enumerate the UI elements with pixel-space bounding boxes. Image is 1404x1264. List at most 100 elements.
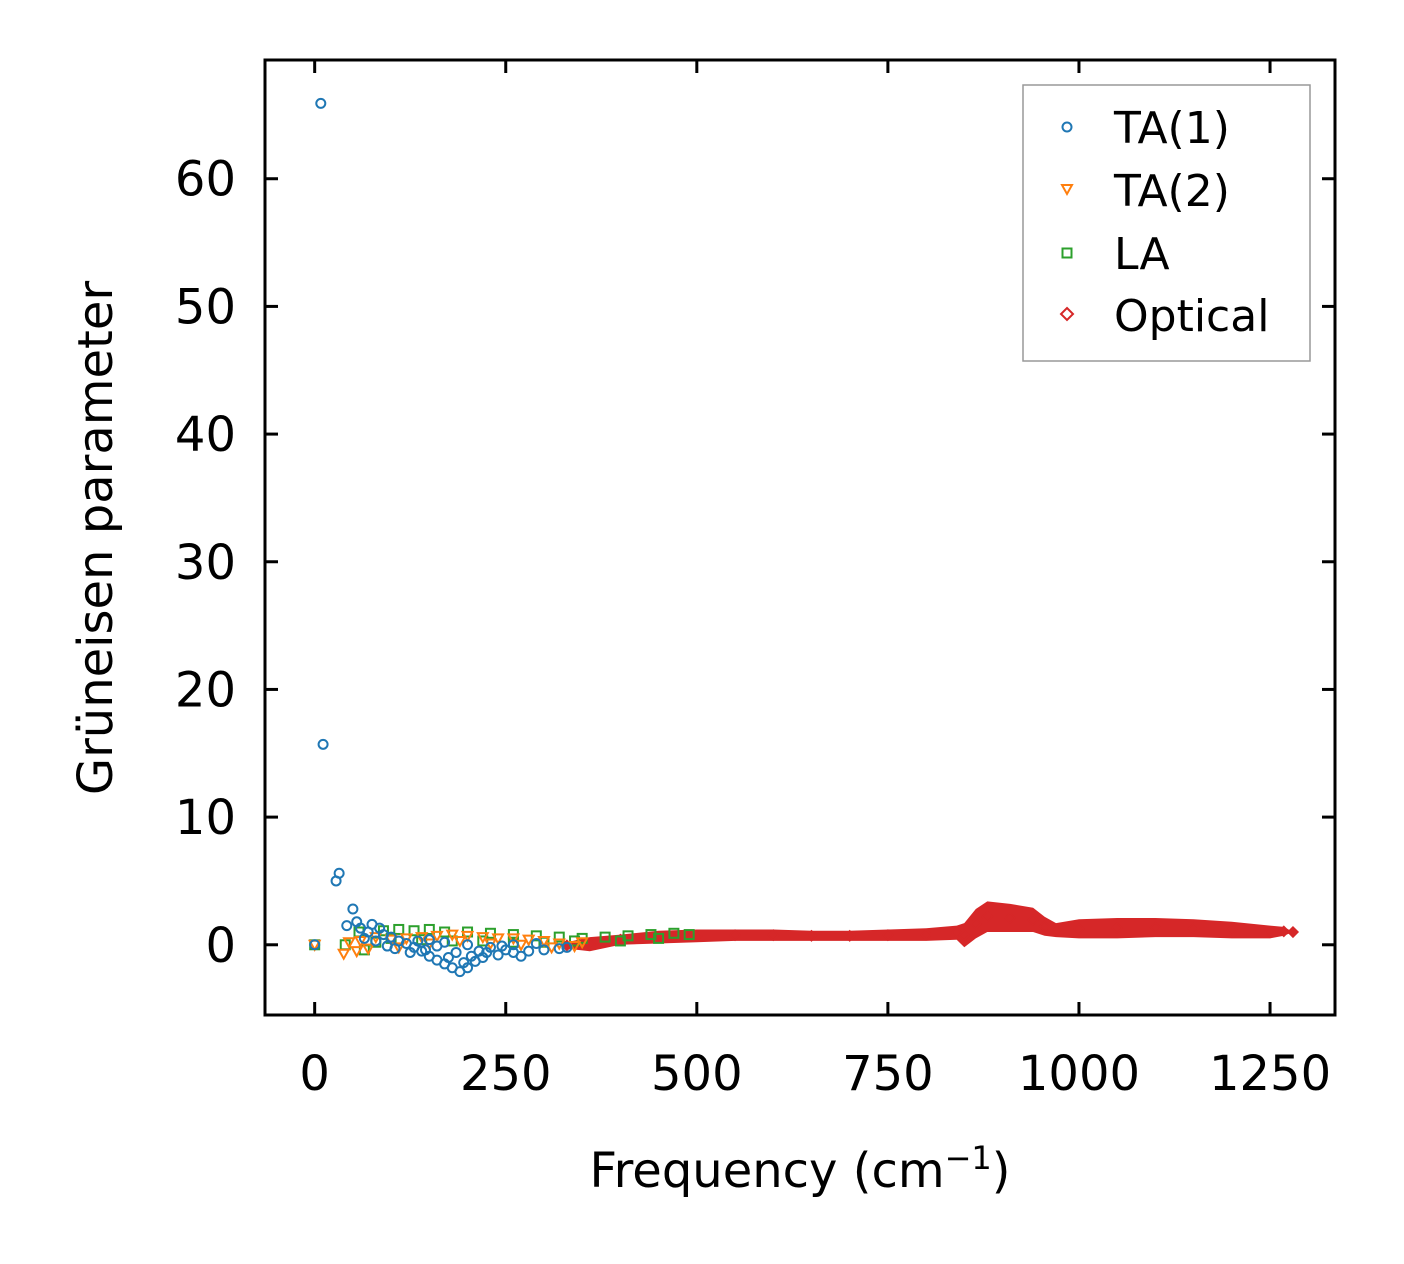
optical-point-11	[950, 926, 963, 939]
optical-point-5	[728, 929, 742, 942]
ta1-point-53	[481, 946, 493, 958]
ta1-point-31	[561, 941, 573, 953]
legend-marker-ta2	[1060, 184, 1074, 197]
ticks-layer: 0 250 500 750 1000 1250 0 10 20 30 40 50 60	[175, 60, 1335, 1102]
optical-point-14	[981, 910, 994, 923]
ta1-point-48	[412, 935, 424, 947]
legend-marker-la	[1061, 247, 1073, 259]
ta1-point-51	[458, 957, 470, 969]
la-point-8	[423, 923, 435, 935]
ta2-point-10	[430, 930, 444, 943]
ta1-point-5	[341, 920, 353, 932]
legend: TA(1) TA(2) LA Optical	[1022, 84, 1311, 362]
x-tick-label-0: 0	[299, 1046, 330, 1102]
ta2-point-15	[506, 933, 521, 946]
x-tick-label-500: 500	[651, 1046, 743, 1102]
y-tick-label-20: 20	[175, 662, 236, 718]
legend-marker-ta1	[1061, 121, 1073, 133]
ta2-point-9	[414, 932, 429, 945]
legend-label-ta1: TA(1)	[1113, 103, 1230, 154]
ta1-point-29	[538, 944, 550, 956]
ta1-point-36	[507, 939, 519, 951]
ta2-point-5	[361, 943, 375, 956]
la-point-19	[668, 927, 680, 939]
ta2-point-17	[537, 935, 551, 949]
y-axis-label: Grüneisen parameter	[68, 281, 124, 796]
ta1-point-39	[404, 946, 416, 958]
legend-marker-optical	[1059, 306, 1075, 322]
ta1-point-0	[309, 939, 321, 951]
ta1-point-28	[523, 945, 535, 957]
ta1-point-50	[442, 952, 454, 964]
optical-point-26	[1286, 925, 1300, 939]
y-tick-label-0: 0	[205, 918, 236, 974]
optical-point-12	[958, 929, 971, 942]
ta1-point-47	[389, 943, 401, 955]
y-tick-label-30: 30	[175, 535, 236, 591]
ta2-point-13	[476, 932, 490, 945]
y-tick-label-40: 40	[175, 407, 236, 463]
data-layer	[307, 97, 1300, 978]
ta1-point-32	[423, 934, 435, 946]
ta1-point-52	[465, 950, 477, 962]
legend-label-ta2: TA(2)	[1113, 166, 1230, 217]
optical-point-23	[1225, 924, 1238, 937]
series-optical-band	[566, 901, 1293, 952]
optical-point-13	[969, 917, 982, 930]
optical-point-8	[843, 929, 856, 942]
optical-point-22	[1187, 922, 1200, 935]
x-tick-label-1250: 1250	[1209, 1046, 1331, 1102]
optical-point-19	[1072, 922, 1086, 935]
ta2-point-3	[350, 946, 364, 959]
x-tick-label-1000: 1000	[1018, 1046, 1140, 1102]
ta1-point-1	[315, 97, 327, 109]
ta1-point-6	[347, 903, 359, 915]
plot-frame	[263, 58, 1337, 1017]
optical-point-16	[1027, 913, 1040, 926]
optical-point-17	[1038, 920, 1051, 933]
ta1-point-34	[462, 939, 474, 951]
optical-point-10	[920, 928, 933, 941]
ta1-point-26	[492, 949, 504, 961]
optical-point-24	[1263, 925, 1277, 939]
optical-point-7	[805, 929, 818, 942]
optical-point-20	[1111, 922, 1124, 935]
ta1-point-54	[496, 940, 508, 952]
la-point-16	[599, 931, 611, 943]
ta2-point-2	[342, 937, 356, 950]
legend-label-optical: Optical	[1114, 291, 1269, 342]
x-axis-label: Frequency (cm−1)	[589, 1139, 1010, 1199]
ta1-point-42	[473, 945, 485, 957]
y-tick-label-50: 50	[175, 279, 236, 335]
y-tick-label-10: 10	[175, 790, 236, 846]
ta1-point-37	[530, 938, 542, 950]
ta1-point-49	[420, 944, 431, 956]
la-point-29	[653, 932, 665, 944]
legend-label-la: LA	[1114, 229, 1170, 280]
ta2-point-11	[445, 929, 459, 942]
optical-point-25	[1277, 925, 1290, 938]
ta1-point-30	[553, 943, 565, 955]
ta1-point-41	[450, 946, 462, 958]
ta2-point-21	[392, 942, 406, 955]
optical-point-15	[1004, 911, 1017, 925]
ta2-point-1	[337, 948, 351, 961]
optical-point-21	[1149, 921, 1162, 934]
ta1-point-4	[333, 867, 345, 879]
la-point-7	[408, 925, 420, 937]
la-point-14	[553, 931, 565, 943]
la-point-20	[683, 929, 695, 941]
optical-point-18	[1049, 924, 1063, 937]
ta1-point-40	[431, 940, 443, 952]
ta1-point-46	[370, 935, 382, 947]
ta1-point-2	[317, 738, 329, 750]
optical-point-9	[881, 929, 894, 942]
la-point-28	[614, 935, 626, 947]
ta2-point-20	[575, 937, 589, 950]
y-tick-label-60: 60	[175, 152, 236, 208]
la-point-6	[393, 923, 405, 935]
optical-point-6	[767, 929, 780, 942]
ta1-point-45	[358, 932, 370, 944]
ta2-point-23	[453, 935, 467, 949]
